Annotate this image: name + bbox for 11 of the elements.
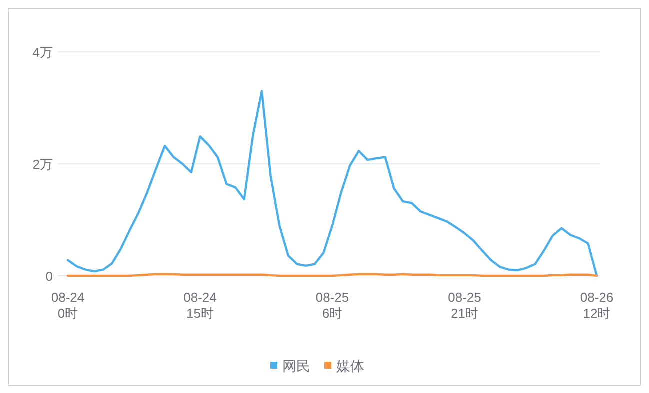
- x-tick-label: 08-25 21时: [448, 290, 482, 321]
- legend-label: 网民: [282, 358, 310, 374]
- y-tick-label: 0: [46, 269, 53, 284]
- y-tick-label: 2万: [32, 157, 53, 172]
- x-tick-label: 08-25 6时: [316, 290, 350, 321]
- x-tick-label: 08-26 12时: [580, 290, 614, 321]
- legend-label: 媒体: [336, 358, 364, 374]
- x-tick-label: 08-24 15时: [184, 290, 217, 321]
- x-tick-label: 08-24 0时: [51, 290, 85, 321]
- line-series: [66, 90, 598, 278]
- y-tick-label: 4万: [32, 45, 53, 60]
